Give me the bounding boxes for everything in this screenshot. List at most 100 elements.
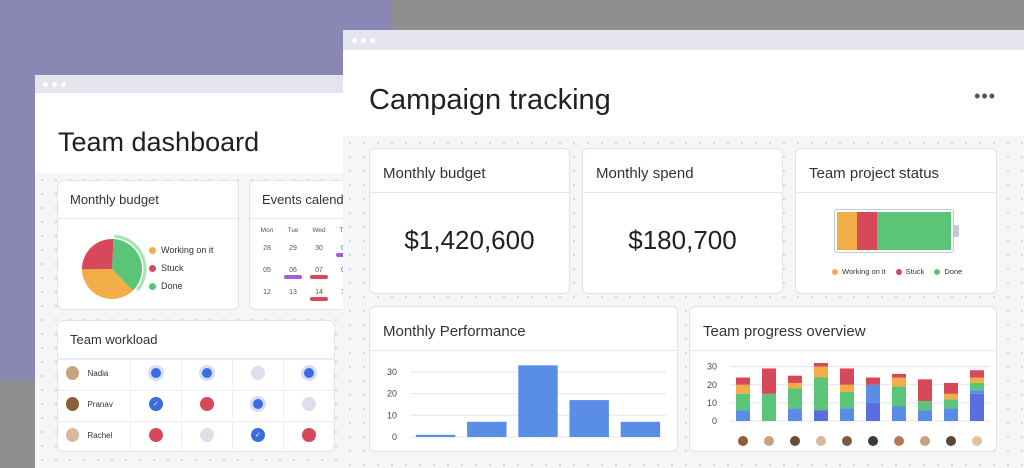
workload-cell[interactable] (180, 421, 232, 449)
stacked-bar-segment (970, 390, 984, 394)
monthly-budget-widget[interactable]: Monthly budget Working on it Stuck Done (57, 180, 239, 310)
avatar (816, 436, 826, 446)
window-titlebar (343, 30, 1024, 50)
spend-value: $180,700 (628, 224, 737, 255)
calendar-event[interactable] (310, 297, 328, 301)
avatar (738, 436, 748, 446)
workload-cell[interactable] (180, 359, 232, 387)
more-horizontal-icon[interactable]: ••• (974, 86, 996, 106)
stacked-bar-segment (944, 408, 958, 421)
pie-legend: Working on it Stuck Done (149, 241, 213, 295)
stacked-bar-segment (892, 406, 906, 421)
y-tick-label: 0 (392, 432, 397, 442)
stacked-bar-segment (814, 377, 828, 411)
person-name: Pranav (87, 399, 113, 409)
calendar-date[interactable]: 05 (263, 267, 271, 274)
campaign-body: Monthly budget $1,420,600 Monthly spend … (343, 136, 1024, 468)
workload-cell[interactable] (231, 359, 283, 387)
window-dot-icon[interactable] (43, 81, 48, 87)
workload-cell[interactable] (180, 390, 232, 418)
stacked-bar-segment (788, 388, 802, 409)
check-icon: ✓ (148, 397, 163, 411)
bar (415, 434, 456, 437)
stacked-bar-segment (918, 379, 932, 402)
legend-dot (149, 264, 156, 272)
workload-row[interactable]: Rachel ✓ (58, 421, 334, 449)
team-workload-widget[interactable]: Team workload Nadia Pranav ✓ Rachel ✓ (57, 320, 335, 452)
team-progress-widget[interactable]: Team progress overview 0 10 20 30 (689, 306, 997, 452)
stacked-bar-segment (788, 375, 802, 383)
stacked-bar-segment (970, 377, 984, 383)
workload-row[interactable]: Pranav ✓ (58, 390, 334, 418)
workload-cell[interactable]: ✓ (129, 390, 181, 418)
stacked-bar-segment (944, 382, 958, 394)
workload-cell[interactable] (129, 421, 181, 449)
status-dot-icon (201, 368, 212, 378)
legend-item: Done (149, 277, 213, 295)
calendar-date[interactable]: 29 (289, 245, 297, 252)
widget-title: Monthly Performance (370, 307, 677, 351)
window-dot-icon[interactable] (52, 81, 57, 87)
avatar (66, 366, 80, 380)
stacked-bar-segment (866, 402, 880, 421)
calendar-date[interactable]: 07 (306, 261, 332, 283)
calendar-date[interactable]: 06 (280, 261, 306, 283)
person-name: Nadia (87, 368, 109, 378)
performance-bar-chart: 0 10 20 30 (387, 365, 666, 442)
workload-cell[interactable] (282, 390, 334, 418)
calendar-date[interactable]: 13 (289, 289, 297, 296)
stacked-bar-segment (866, 384, 880, 403)
calendar-date[interactable]: 14 (306, 283, 332, 305)
bar (518, 365, 558, 437)
y-tick-label: 10 (707, 398, 717, 408)
calendar-event[interactable] (284, 275, 302, 279)
status-dot-icon (303, 368, 314, 378)
monthly-performance-widget[interactable]: Monthly Performance 0 10 20 30 (369, 306, 678, 452)
avatar (764, 436, 774, 446)
window-dot-icon[interactable] (352, 37, 357, 43)
calendar-day-header: Mon (260, 227, 274, 234)
workload-cell[interactable] (129, 359, 181, 387)
battery-bar (834, 209, 954, 253)
team-project-status-widget[interactable]: Team project status Working on it Stuck … (795, 148, 997, 294)
campaign-header: Campaign tracking ••• (343, 50, 1024, 136)
legend-dot (149, 246, 156, 254)
calendar-date[interactable]: 12 (263, 289, 271, 296)
legend-label: Working on it (842, 267, 886, 276)
monthly-spend-widget[interactable]: Monthly spend $180,700 (582, 148, 783, 294)
workload-cell[interactable] (282, 421, 334, 449)
avatar (920, 436, 930, 446)
workload-cell[interactable] (282, 359, 334, 387)
stacked-bar-segment (918, 410, 932, 421)
progress-stacked-chart: 0 10 20 30 (707, 362, 990, 446)
workload-row[interactable]: Nadia (58, 359, 334, 387)
status-dot-icon (250, 366, 265, 380)
widget-title: Monthly budget (58, 181, 238, 219)
status-dot-icon (252, 399, 263, 409)
avatar (66, 397, 80, 411)
calendar-date[interactable]: 28 (263, 245, 271, 252)
monthly-budget-widget[interactable]: Monthly budget $1,420,600 (369, 148, 570, 294)
stacked-bar-segment (788, 408, 802, 421)
avatar (946, 436, 956, 446)
stacked-bar-segment (840, 408, 854, 421)
stacked-bar-segment (762, 393, 776, 421)
calendar-event[interactable] (310, 275, 328, 279)
legend-label: Done (944, 267, 963, 276)
window-dot-icon[interactable] (370, 37, 375, 43)
avatar (790, 436, 800, 446)
legend-label: Done (161, 281, 183, 291)
stacked-bar-segment (918, 401, 932, 411)
window-dot-icon[interactable] (361, 37, 366, 43)
stacked-bar-segment (840, 368, 854, 385)
calendar-date[interactable]: 30 (315, 245, 323, 252)
workload-cell[interactable] (231, 390, 283, 418)
dashboard-title: Team dashboard (58, 127, 260, 157)
window-dot-icon[interactable] (61, 81, 66, 87)
status-dot-icon (301, 428, 316, 442)
y-tick-label: 10 (387, 410, 397, 420)
budget-value: $1,420,600 (404, 224, 535, 255)
check-icon: ✓ (250, 428, 265, 442)
battery-segment-done (877, 212, 951, 250)
workload-cell[interactable]: ✓ (231, 421, 283, 449)
